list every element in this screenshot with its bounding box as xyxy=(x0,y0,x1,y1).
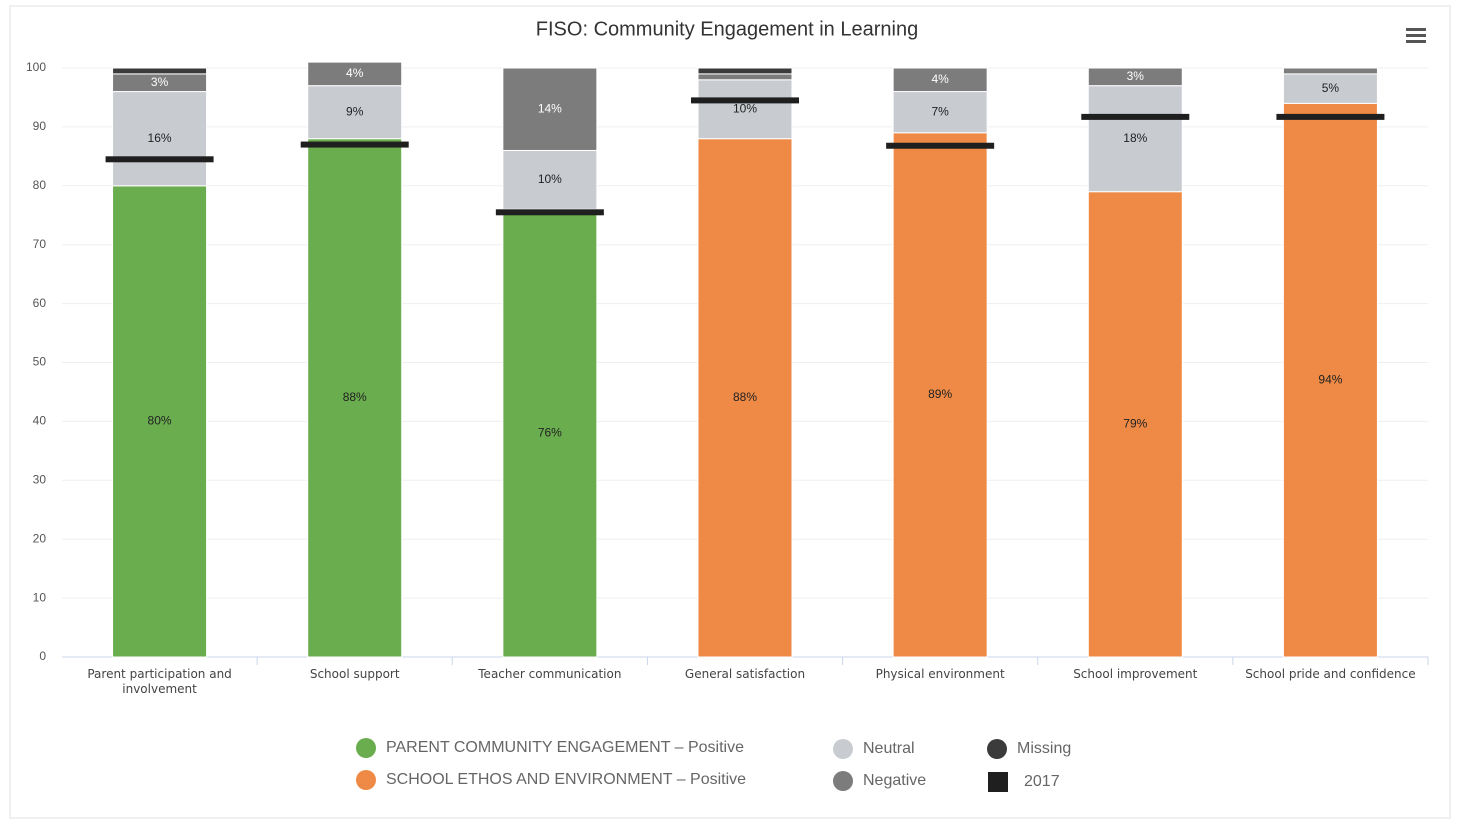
x-tick-label-box: Physical environment xyxy=(875,667,1005,681)
x-tick-label-box: General satisfaction xyxy=(684,667,806,681)
bar-segment xyxy=(502,149,598,210)
data-label: 79% xyxy=(1123,417,1147,431)
data-label: 4% xyxy=(931,72,949,86)
x-tick-label: School pride and confidence xyxy=(1245,667,1416,681)
bar-segment xyxy=(1282,73,1378,104)
benchmark-marker xyxy=(105,156,214,163)
legend-marker xyxy=(356,738,376,758)
legend-marker xyxy=(833,771,853,791)
benchmark-marker xyxy=(300,141,409,148)
bar-segment xyxy=(502,208,598,658)
x-tick-label: Physical environment xyxy=(875,667,1005,681)
legend-marker xyxy=(833,739,853,759)
x-tick-label: Teacher communication xyxy=(478,667,622,681)
bar-segment xyxy=(892,91,988,134)
bar-segment xyxy=(697,73,793,81)
y-tick-label: 50 xyxy=(33,355,47,369)
y-tick-label: 20 xyxy=(33,531,47,545)
x-tick-label: School support xyxy=(309,667,400,681)
y-tick-label: 30 xyxy=(33,472,47,486)
x-tick-label: General satisfaction xyxy=(684,667,806,681)
benchmark-marker xyxy=(691,97,799,104)
data-label: 9% xyxy=(346,104,364,118)
legend-label: Negative xyxy=(863,772,926,789)
legend-label: Missing xyxy=(1017,740,1071,757)
data-label: 7% xyxy=(931,104,949,118)
y-tick-label: 10 xyxy=(33,590,47,604)
menu-bar xyxy=(1406,34,1426,37)
y-tick-label: 60 xyxy=(33,296,47,310)
data-label: 10% xyxy=(733,101,757,115)
data-label: 88% xyxy=(733,390,757,404)
chart-title: FISO: Community Engagement in Learning xyxy=(536,18,918,40)
x-tick-label-box: School improvement xyxy=(1073,667,1198,681)
legend-marker xyxy=(356,770,376,790)
menu-button[interactable] xyxy=(1406,28,1426,43)
bar-segment xyxy=(697,138,793,658)
data-label: 16% xyxy=(148,131,172,145)
legend-label: SCHOOL ETHOS AND ENVIRONMENT – Positive xyxy=(386,771,746,788)
y-tick-label: 90 xyxy=(33,119,47,133)
bar-segment xyxy=(1087,85,1183,193)
bar-segment xyxy=(1282,67,1378,75)
bar-segment xyxy=(502,67,598,151)
data-label: 10% xyxy=(538,172,562,186)
x-tick-label-box: Teacher communication xyxy=(478,667,622,681)
x-tick-label-box: School support xyxy=(309,667,400,681)
legend-label: PARENT COMMUNITY ENGAGEMENT – Positive xyxy=(386,739,744,756)
data-label: 14% xyxy=(538,101,562,115)
benchmark-marker xyxy=(1276,113,1385,120)
data-label: 88% xyxy=(343,390,367,404)
y-tick-label: 0 xyxy=(39,649,46,663)
y-tick-label: 40 xyxy=(33,414,47,428)
bar-segment xyxy=(697,79,793,140)
menu-bar xyxy=(1406,40,1426,43)
legend-marker xyxy=(988,772,1008,792)
benchmark-marker xyxy=(495,209,604,216)
data-label: 3% xyxy=(151,75,169,89)
data-label: 80% xyxy=(148,414,172,428)
x-tick-label-box: Parent participation and involvement xyxy=(87,667,232,696)
data-label: 3% xyxy=(1127,69,1145,83)
y-tick-label: 100 xyxy=(26,60,46,74)
bar-segment xyxy=(1087,67,1183,87)
data-label: 76% xyxy=(538,425,562,439)
data-label: 18% xyxy=(1123,131,1147,145)
data-label: 5% xyxy=(1322,81,1340,95)
x-tick-label: Parent participation and involvement xyxy=(87,667,232,696)
bar-segment xyxy=(892,67,988,93)
x-tick-label-box: School pride and confidence xyxy=(1245,667,1416,681)
x-tick-label: School improvement xyxy=(1073,667,1198,681)
bar-segment xyxy=(112,185,208,658)
benchmark-marker xyxy=(1081,113,1190,120)
bar-segment xyxy=(1282,102,1378,658)
bar-segment xyxy=(307,85,403,140)
y-tick-label: 70 xyxy=(33,237,47,251)
data-label: 4% xyxy=(346,66,364,80)
bar-segment xyxy=(1087,191,1183,658)
bar-segment xyxy=(697,67,793,75)
menu-bar xyxy=(1406,28,1426,31)
legend-label: Neutral xyxy=(863,740,915,757)
bar-segment xyxy=(112,67,208,75)
data-label: 94% xyxy=(1318,372,1342,386)
benchmark-marker xyxy=(886,142,995,149)
bar-segment xyxy=(307,61,403,87)
data-label: 89% xyxy=(928,387,952,401)
legend-label: 2017 xyxy=(1024,773,1060,790)
bar-segment xyxy=(892,132,988,658)
y-tick-label: 80 xyxy=(33,178,47,192)
legend-marker xyxy=(987,739,1007,759)
